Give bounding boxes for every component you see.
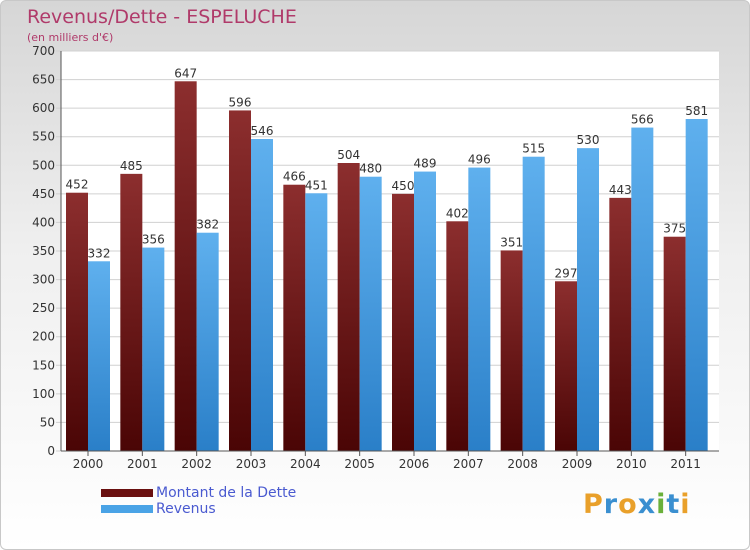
data-label-revenus: 496 xyxy=(468,153,491,167)
proxiti-logo: Proxiti xyxy=(583,489,691,520)
data-label-revenus: 530 xyxy=(577,133,600,147)
bar-dette xyxy=(392,193,414,451)
x-tick-label: 2005 xyxy=(344,457,375,471)
bar-revenus xyxy=(577,148,599,451)
data-label-revenus: 382 xyxy=(196,218,219,232)
y-tick-label: 500 xyxy=(32,158,55,172)
bar-dette xyxy=(500,250,523,451)
data-label-dette: 466 xyxy=(283,170,306,184)
data-label-revenus: 566 xyxy=(631,113,654,127)
data-label-revenus: 332 xyxy=(88,246,111,260)
y-tick-label: 50 xyxy=(40,415,55,429)
bar-revenus xyxy=(359,176,382,451)
y-tick-label: 150 xyxy=(32,358,55,372)
bar-dette xyxy=(337,163,360,451)
x-tick-label: 2006 xyxy=(399,457,430,471)
bar-revenus xyxy=(305,193,328,452)
bar-dette xyxy=(283,184,306,451)
y-tick-label: 300 xyxy=(32,273,55,287)
chart-subtitle: (en milliers d'€) xyxy=(27,31,114,44)
x-tick-label: 2010 xyxy=(616,457,647,471)
bars xyxy=(66,81,708,452)
bar-dette xyxy=(609,197,632,451)
data-label-revenus: 480 xyxy=(359,162,382,176)
bar-revenus xyxy=(522,156,545,451)
y-tick-label: 550 xyxy=(32,130,55,144)
data-label-revenus: 581 xyxy=(685,104,708,118)
data-label-dette: 452 xyxy=(66,178,89,192)
data-label-revenus: 356 xyxy=(142,233,165,247)
bar-revenus xyxy=(88,261,110,451)
data-label-revenus: 451 xyxy=(305,178,328,192)
legend-label-revenus: Revenus xyxy=(156,501,216,517)
bar-revenus xyxy=(468,167,491,452)
legend-swatch-revenus xyxy=(101,505,153,513)
x-tick-label: 2008 xyxy=(507,457,538,471)
chart-title: Revenus/Dette - ESPELUCHE xyxy=(27,6,297,28)
x-tick-label: 2003 xyxy=(236,457,267,471)
y-tick-label: 400 xyxy=(32,215,55,229)
data-label-revenus: 515 xyxy=(522,142,545,156)
data-label-dette: 297 xyxy=(555,266,578,280)
y-tick-label: 100 xyxy=(32,387,55,401)
y-tick-label: 450 xyxy=(32,187,55,201)
bar-revenus xyxy=(196,232,219,451)
bar-dette xyxy=(555,281,577,451)
y-tick-label: 0 xyxy=(47,444,55,458)
legend-swatch-debt xyxy=(101,489,153,497)
x-tick-label: 2001 xyxy=(127,457,158,471)
data-label-dette: 596 xyxy=(229,95,252,109)
bar-dette xyxy=(663,236,686,451)
data-label-revenus: 546 xyxy=(251,124,274,138)
y-tick-label: 600 xyxy=(32,101,55,115)
data-label-dette: 504 xyxy=(337,148,360,162)
data-label-dette: 375 xyxy=(663,222,686,236)
bar-dette xyxy=(66,192,88,451)
bar-revenus xyxy=(631,127,654,452)
bar-dette xyxy=(174,81,197,452)
data-label-dette: 647 xyxy=(174,66,197,80)
data-label-dette: 402 xyxy=(446,206,469,220)
data-label-dette: 485 xyxy=(120,159,143,173)
data-label-dette: 443 xyxy=(609,183,632,197)
x-tick-label: 2000 xyxy=(73,457,104,471)
bar-revenus xyxy=(685,119,708,451)
y-tick-label: 250 xyxy=(32,301,55,315)
y-tick-label: 650 xyxy=(32,73,55,87)
x-axis: 2000 2001 2002 2003 2004 2005 2006 2007 2008 2009… xyxy=(61,450,719,471)
bar-dette xyxy=(446,221,469,451)
x-tick-label: 2009 xyxy=(562,457,593,471)
bar-dette xyxy=(120,173,143,451)
y-tick-label: 350 xyxy=(32,244,55,258)
y-axis: 0 50 100 150 200 250 300 350 400 450 500 550 600 650 7… xyxy=(32,44,62,458)
bar-revenus xyxy=(251,139,273,451)
data-label-dette: 450 xyxy=(392,179,415,193)
y-tick-label: 700 xyxy=(32,44,55,58)
bar-revenus xyxy=(414,171,436,452)
x-tick-label: 2007 xyxy=(453,457,484,471)
data-label-dette: 351 xyxy=(500,235,523,249)
x-tick-label: 2004 xyxy=(290,457,321,471)
bar-revenus xyxy=(142,247,165,451)
x-tick-label: 2002 xyxy=(181,457,212,471)
legend-label-debt: Montant de la Dette xyxy=(156,485,297,501)
bar-dette xyxy=(229,110,251,451)
x-tick-label: 2011 xyxy=(670,457,701,471)
y-tick-label: 200 xyxy=(32,330,55,344)
data-label-revenus: 489 xyxy=(414,157,437,171)
